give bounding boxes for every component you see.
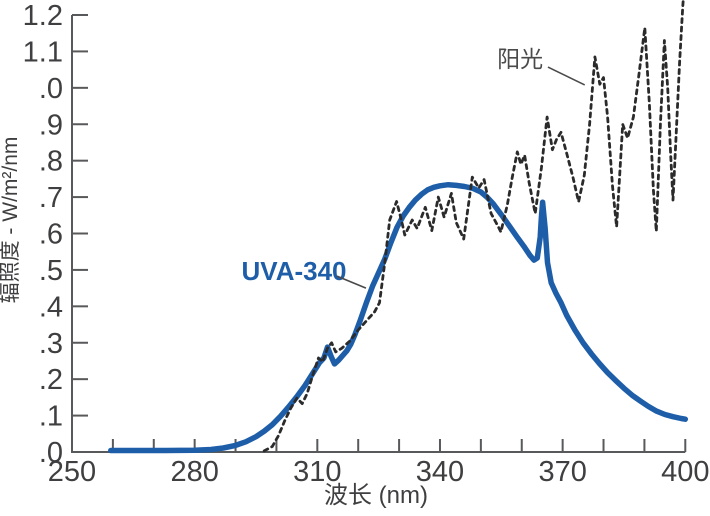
y-tick-label: .3 [39,328,63,360]
y-tick-label: .0 [39,437,63,469]
x-tick-label: 370 [538,456,586,488]
x-tick-label: 400 [661,456,709,488]
y-tick-label: .0 [39,73,63,105]
y-tick-label: 1.2 [23,0,63,32]
y-tick-label: .2 [39,364,63,396]
y-tick-label: 1.1 [23,36,63,68]
y-tick-label: .7 [39,182,63,214]
y-tick-label: .1 [39,401,63,433]
sunlight-callout-line [547,66,586,86]
uva340-callout-line [336,275,367,289]
sunlight-curve [262,0,685,453]
y-tick-label: .5 [39,255,63,287]
y-tick-label: .4 [39,291,63,323]
y-tick-label: .6 [39,219,63,251]
annotations: 波长 (nm) 辐照度 - W/m²/nm UVA-340 阳光 [0,46,586,509]
x-tick-label: 250 [48,456,96,488]
y-tick-label: .8 [39,146,63,178]
axes: .0 .1 .2 .3 .4 .5 .6 .7 .8 .9 .0 1.1 1.2 250 280 310 340… [23,0,710,488]
x-tick-label: 340 [416,456,464,488]
y-tick-label: .9 [39,109,63,141]
y-axis-title: 辐照度 - W/m²/nm [0,137,22,304]
uva340-curve [108,181,689,454]
x-axis-title: 波长 (nm) [324,482,428,509]
x-tick-label: 280 [170,456,218,488]
curves [108,0,689,454]
sunlight-curve-label: 阳光 [497,46,543,72]
uva340-curve-label: UVA-340 [242,256,347,286]
x-tick-label: 310 [293,456,341,488]
